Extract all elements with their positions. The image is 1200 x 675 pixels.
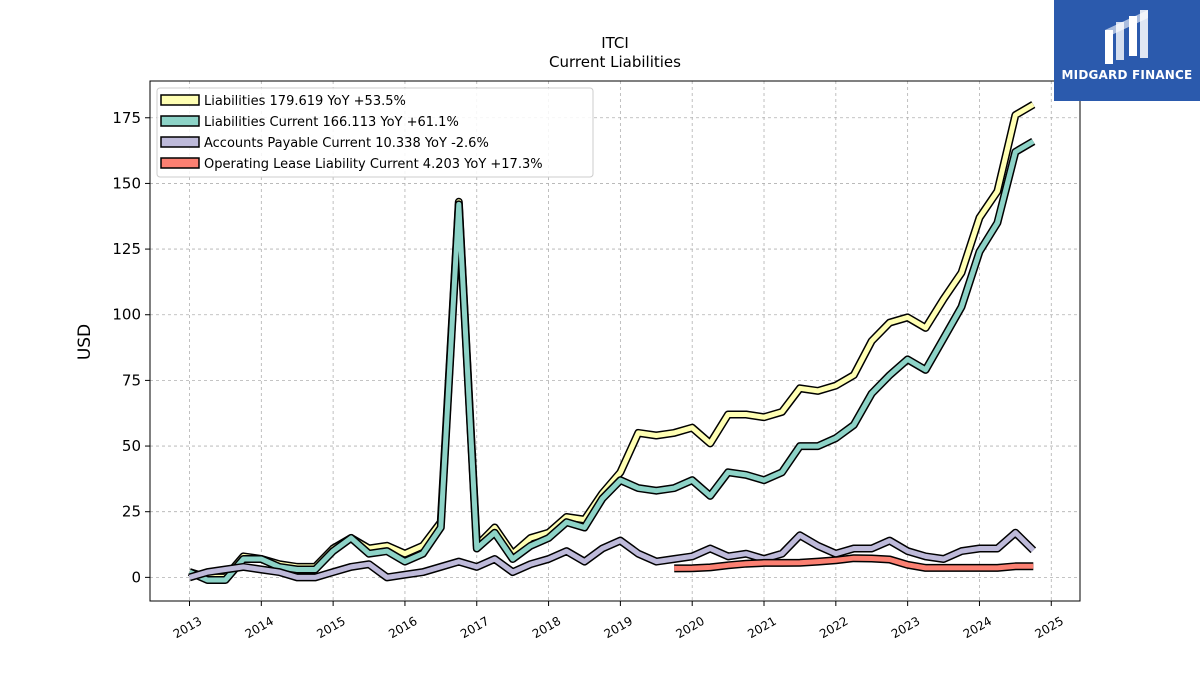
x-tick-label: 2019: [602, 614, 635, 641]
y-tick-label: 175: [112, 109, 141, 127]
chart-subtitle: Current Liabilities: [549, 53, 681, 71]
x-tick-label: 2024: [961, 614, 994, 641]
legend-box: [156, 87, 594, 178]
series-line-2: [188, 139, 1035, 583]
series-line-3: [188, 530, 1036, 580]
x-tick-label: 2018: [530, 614, 563, 641]
x-tick-label: 2023: [889, 614, 922, 641]
legend-swatch-1: [160, 94, 200, 106]
plot-frame: [149, 80, 1081, 602]
y-axis-label: USD: [75, 324, 95, 360]
logo-name: MIDGARD FINANCE: [1061, 68, 1193, 82]
y-tick-label: 0: [131, 568, 141, 586]
y-tick-label: 50: [122, 437, 141, 455]
chart-title: ITCI: [601, 34, 629, 52]
x-tick-label: 2015: [314, 614, 347, 641]
x-tick-label: 2021: [745, 614, 778, 641]
brand-logo: MIDGARD FINANCE: [1054, 0, 1200, 101]
legend-swatch-2: [160, 115, 200, 127]
x-tick-label: 2017: [458, 614, 491, 641]
legend-label-4: Operating Lease Liability Current 4.203 …: [204, 157, 543, 172]
x-tick-label: 2020: [673, 614, 706, 641]
x-tick-label: 2014: [243, 614, 276, 641]
x-tick-label: 2016: [386, 614, 419, 641]
x-tick-label: 2025: [1033, 614, 1066, 641]
legend: Liabilities 179.619 YoY +53.5% Liabilitie…: [156, 87, 594, 178]
y-tick-label: 25: [122, 503, 141, 521]
series-line-4: [674, 555, 1034, 571]
x-tick-label: 2022: [817, 614, 850, 641]
y-tick-label: 100: [112, 306, 141, 324]
x-tick-label: 2013: [171, 614, 204, 641]
legend-label-1: Liabilities 179.619 YoY +53.5%: [204, 94, 406, 109]
legend-swatch-3: [160, 136, 200, 148]
y-tick-label: 150: [112, 174, 141, 192]
series-layer: [187, 101, 1037, 584]
legend-swatch-4: [160, 157, 200, 169]
logo-mark-icon: [1105, 10, 1148, 64]
y-tick-label: 125: [112, 240, 141, 258]
y-tick-label: 75: [122, 371, 141, 389]
legend-label-2: Liabilities Current 166.113 YoY +61.1%: [204, 115, 459, 130]
legend-label-3: Accounts Payable Current 10.338 YoY -2.6…: [204, 136, 489, 151]
